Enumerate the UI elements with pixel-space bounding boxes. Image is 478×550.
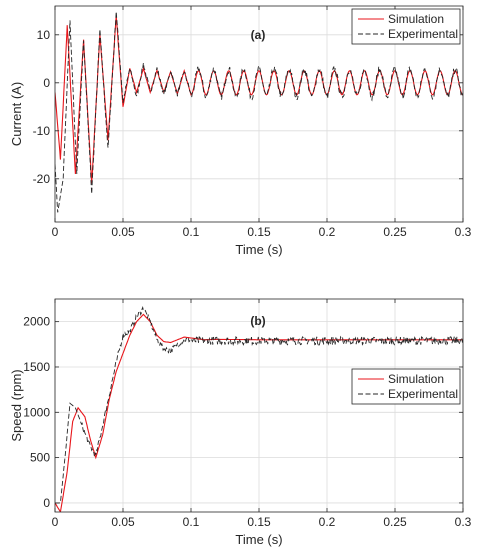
x-tick-label: 0 <box>52 515 59 529</box>
y-tick-label: 500 <box>30 451 50 465</box>
x-tick-label: 0.2 <box>319 225 336 239</box>
legend-label-experimental: Experimental <box>388 387 458 401</box>
x-tick-label: 0.15 <box>247 225 271 239</box>
legend-box <box>351 8 461 45</box>
series-line-simulation <box>55 15 463 184</box>
legend-label-simulation: Simulation <box>388 372 444 386</box>
y-axis-label: Speed (rpm) <box>9 369 24 441</box>
legend-label-simulation: Simulation <box>388 12 444 26</box>
panel-title: (b) <box>250 314 265 328</box>
y-tick-label: 10 <box>37 28 51 42</box>
y-tick-label: 0 <box>43 496 50 510</box>
panel-title: (a) <box>251 28 266 42</box>
x-tick-label: 0.3 <box>455 225 472 239</box>
x-tick-label: 0.05 <box>111 515 135 529</box>
x-axis-label: Time (s) <box>235 242 282 257</box>
x-tick-label: 0.05 <box>111 225 135 239</box>
series-line-experimental <box>55 11 463 213</box>
speed-chart: 0 0.05 0.1 0.15 0.2 0.25 0.3 0 500 1000 1500 2000 Ti… <box>9 298 472 547</box>
x-tick-label: 0.1 <box>183 515 200 529</box>
current-chart: 0 0.05 0.1 0.15 0.2 0.25 0.3 -20 -10 0 10 Time (s) C… <box>9 5 472 257</box>
x-tick-label: 0 <box>52 225 59 239</box>
y-tick-label: -20 <box>33 172 51 186</box>
x-tick-label: 0.2 <box>319 515 336 529</box>
y-tick-label: 1500 <box>23 360 50 374</box>
y-tick-label: 2000 <box>23 315 50 329</box>
y-axis-label: Current (A) <box>9 82 24 146</box>
legend-box <box>351 368 461 405</box>
y-tick-label: 1000 <box>23 405 50 419</box>
x-tick-label: 0.25 <box>383 515 407 529</box>
legend-label-experimental: Experimental <box>388 27 458 41</box>
y-tick-label: 0 <box>43 76 50 90</box>
x-tick-label: 0.3 <box>455 515 472 529</box>
series-line-experimental <box>55 306 463 504</box>
series-line-simulation <box>55 313 463 512</box>
y-tick-label: -10 <box>33 124 51 138</box>
x-tick-label: 0.15 <box>247 515 271 529</box>
x-axis-label: Time (s) <box>235 532 282 547</box>
x-tick-label: 0.1 <box>183 225 200 239</box>
x-tick-label: 0.25 <box>383 225 407 239</box>
